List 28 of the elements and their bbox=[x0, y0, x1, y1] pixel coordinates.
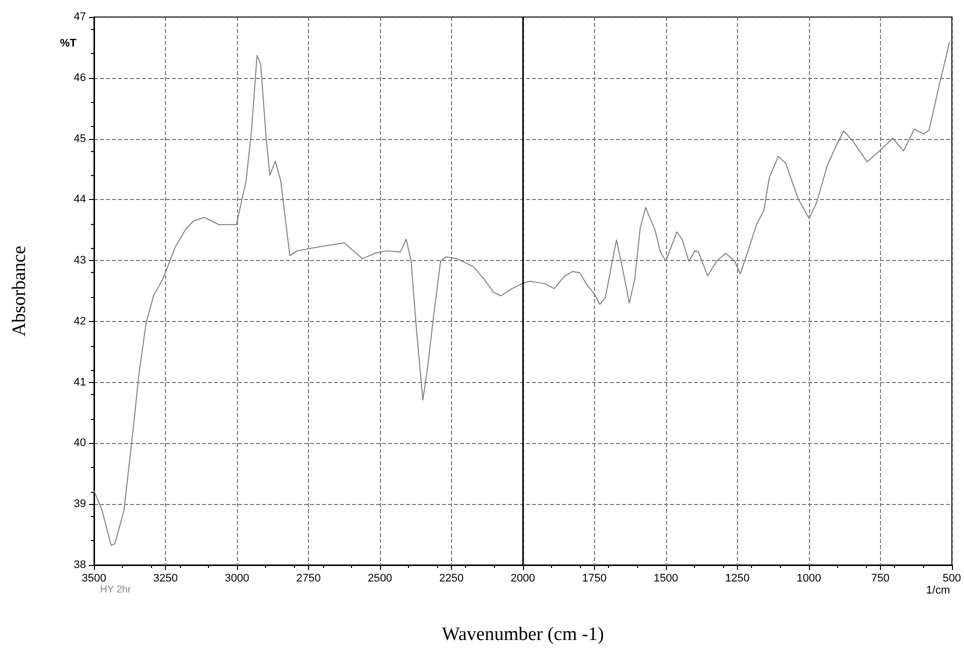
y-tick-label: 41 bbox=[74, 376, 86, 388]
x-tick-label: 3250 bbox=[153, 572, 178, 584]
y-tick-label: 42 bbox=[74, 315, 86, 328]
y-axis-title: Absorbance bbox=[9, 246, 30, 336]
y-tick-label: 46 bbox=[74, 72, 86, 84]
text: HY 2hr bbox=[100, 584, 132, 596]
text: %T bbox=[60, 38, 77, 50]
x-axis-title: Wavenumber (cm -1) bbox=[442, 624, 604, 645]
y-tick-label: 45 bbox=[74, 132, 86, 145]
y-tick-label: 38 bbox=[74, 559, 86, 571]
x-tick-label: 500 bbox=[942, 572, 962, 584]
y-tick-label: 44 bbox=[74, 194, 86, 206]
y-tick-label: 40 bbox=[74, 437, 86, 450]
y-tick-label: 39 bbox=[74, 498, 86, 510]
x-tick-label: 1750 bbox=[582, 572, 607, 584]
y-tick-label: 47 bbox=[74, 11, 86, 23]
x-tick-label: 2750 bbox=[296, 572, 321, 584]
x-tick-label: 1000 bbox=[796, 572, 822, 584]
x-tick-label: 2000 bbox=[510, 572, 536, 584]
x-tick-label: 2500 bbox=[368, 572, 392, 584]
x-tick-label: 1500 bbox=[654, 572, 678, 584]
y-tick-label: 43 bbox=[74, 254, 86, 267]
x-tick-label: 3500 bbox=[82, 572, 106, 584]
x-tick-label: 2250 bbox=[439, 572, 464, 584]
text: 1/cm bbox=[926, 584, 950, 596]
x-tick-label: 1250 bbox=[725, 572, 750, 584]
x-tick-label: 3000 bbox=[224, 572, 250, 584]
x-tick-label: 750 bbox=[871, 572, 890, 584]
